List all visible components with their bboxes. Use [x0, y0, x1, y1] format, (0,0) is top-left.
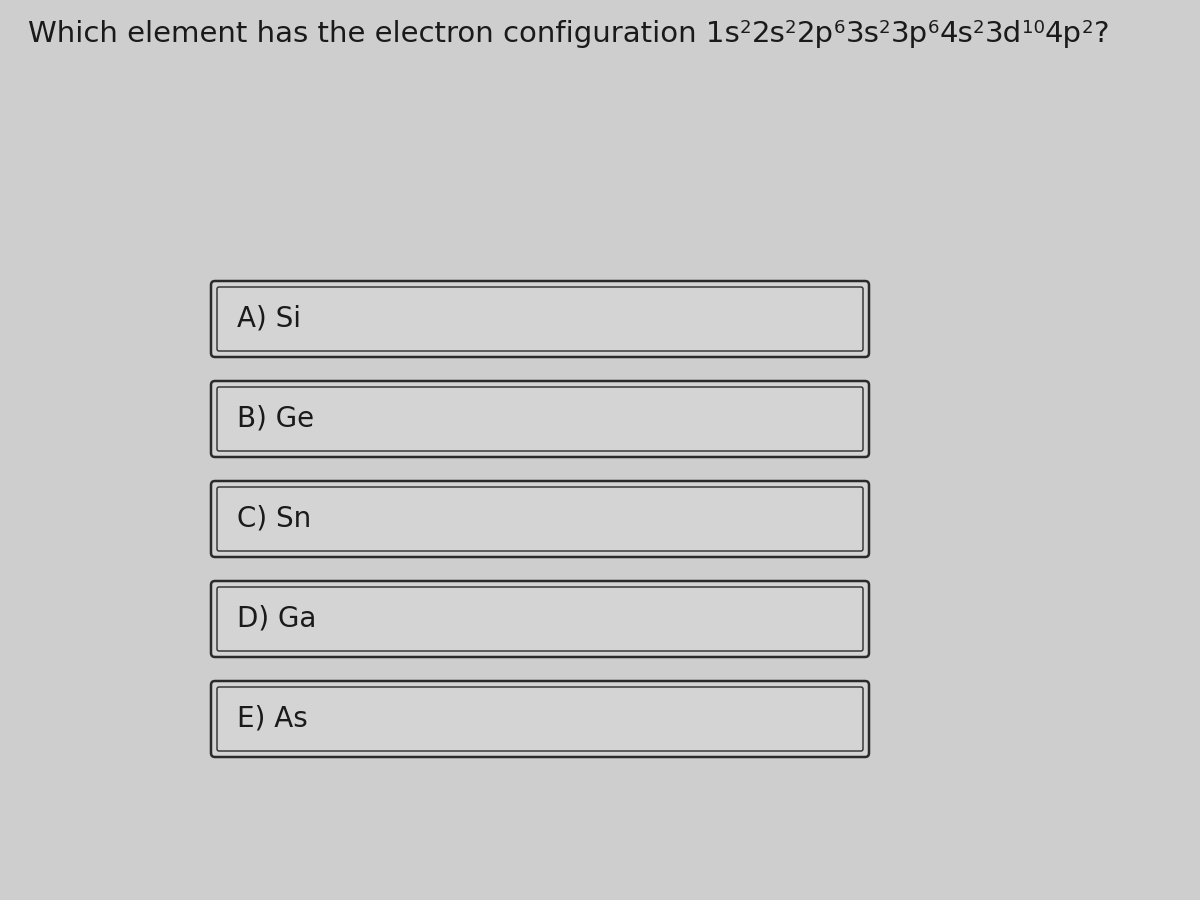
Text: A) Si: A) Si — [238, 305, 301, 333]
Text: D) Ga: D) Ga — [238, 605, 317, 633]
FancyBboxPatch shape — [211, 381, 869, 457]
Text: 3p: 3p — [890, 20, 928, 48]
Text: 2: 2 — [1082, 19, 1093, 37]
Text: E) As: E) As — [238, 705, 307, 733]
Text: 4p: 4p — [1045, 20, 1082, 48]
Text: Which element has the electron configuration 1s: Which element has the electron configura… — [28, 20, 739, 48]
FancyBboxPatch shape — [211, 681, 869, 757]
FancyBboxPatch shape — [211, 481, 869, 557]
FancyBboxPatch shape — [211, 581, 869, 657]
Text: 2s: 2s — [751, 20, 785, 48]
Text: 2: 2 — [973, 19, 985, 37]
Text: C) Sn: C) Sn — [238, 505, 311, 533]
Text: B) Ge: B) Ge — [238, 405, 314, 433]
Text: 6: 6 — [928, 19, 940, 37]
FancyBboxPatch shape — [211, 281, 869, 357]
Text: ?: ? — [1093, 20, 1109, 48]
Text: 4s: 4s — [940, 20, 973, 48]
Text: 6: 6 — [834, 19, 845, 37]
Text: 2: 2 — [739, 19, 751, 37]
Text: 10: 10 — [1022, 19, 1045, 37]
Text: 3d: 3d — [985, 20, 1022, 48]
Text: 3s: 3s — [845, 20, 880, 48]
Text: 2p: 2p — [797, 20, 834, 48]
Text: 2: 2 — [880, 19, 890, 37]
Text: 2: 2 — [785, 19, 797, 37]
